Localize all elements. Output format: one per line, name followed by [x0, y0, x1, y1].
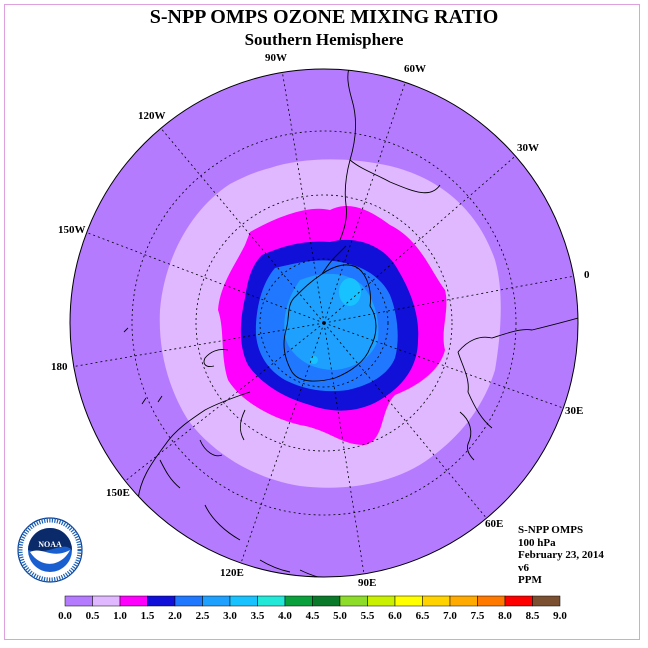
- colorbar-swatch: [477, 595, 506, 607]
- colorbar-swatch: [92, 595, 121, 607]
- colorbar-swatch: [504, 595, 533, 607]
- info-block: S-NPP OMPS 100 hPa February 23, 2014 v6 …: [518, 524, 604, 587]
- colorbar-swatch: [119, 595, 148, 607]
- map-outline: [69, 68, 579, 578]
- colorbar-tick-label: 6.5: [416, 610, 430, 622]
- colorbar-tick-label: 1.0: [113, 610, 127, 622]
- contour-3.0-3.5-spot: [339, 278, 361, 306]
- colorbar-swatch: [422, 595, 451, 607]
- colorbar-swatch: [449, 595, 478, 607]
- colorbar-swatch: [257, 595, 286, 607]
- colorbar-swatch: [367, 595, 396, 607]
- lon-label-150w: 150W: [58, 224, 86, 236]
- info-units: PPM: [518, 574, 542, 586]
- colorbar-tick-label: 4.0: [278, 610, 292, 622]
- colorbar-tick-label: 3.5: [251, 610, 265, 622]
- page-title: S-NPP OMPS OZONE MIXING RATIO: [149, 6, 499, 28]
- lon-label-150e: 150E: [106, 487, 130, 499]
- contour-3.0-3.5-spot-small: [310, 356, 318, 364]
- colorbar-swatch: [229, 595, 258, 607]
- colorbar-swatch: [339, 595, 368, 607]
- noaa-logo: NOAA: [17, 517, 83, 583]
- colorbar: 0.0 0.5 1.0 1.5 2.0 2.5 3.0 3.5 4.0 4.5 5.0 5.5 6.0 6…: [58, 595, 567, 622]
- lon-label-120w: 120W: [138, 110, 166, 122]
- colorbar-tick-label: 8.0: [498, 610, 512, 622]
- colorbar-tick-label: 4.5: [306, 610, 320, 622]
- colorbar-swatch: [312, 595, 341, 607]
- lon-label-30w: 30W: [517, 142, 539, 154]
- colorbar-tick-label: 0.5: [86, 610, 100, 622]
- colorbar-tick-label: 7.0: [443, 610, 457, 622]
- coastlines: [123, 69, 578, 577]
- page-subtitle: Southern Hemisphere: [244, 30, 404, 49]
- noaa-logo-ring: [17, 517, 83, 583]
- colorbar-tick-label: 2.5: [196, 610, 210, 622]
- lon-label-90w: 90W: [265, 52, 287, 64]
- plot-frame: [4, 4, 640, 640]
- colorbar-tick-label: 8.5: [526, 610, 540, 622]
- lon-label-0: 0: [584, 269, 590, 281]
- info-level: 100 hPa: [518, 536, 556, 549]
- colorbar-tick-label: 9.0: [553, 610, 567, 622]
- colorbar-swatch: [284, 595, 313, 607]
- colorbar-swatch: [174, 595, 203, 607]
- noaa-logo-bird: [30, 550, 70, 564]
- colorbar-tick-label: 0.0: [58, 610, 72, 622]
- colorbar-swatch: [147, 595, 176, 607]
- colorbar-tick-label: 6.0: [388, 610, 402, 622]
- colorbar-tick-label: 1.5: [141, 610, 155, 622]
- contour-2.5-3.0: [284, 273, 379, 370]
- noaa-logo-top: [28, 528, 72, 552]
- lon-label-30e: 30E: [565, 405, 583, 417]
- graticule: [70, 69, 576, 575]
- lon-label-120e: 120E: [220, 567, 244, 579]
- info-date: February 23, 2014: [518, 549, 604, 561]
- info-version: v6: [518, 561, 529, 574]
- noaa-logo-text: NOAA: [38, 540, 62, 549]
- colorbar-tick-label: 7.5: [471, 610, 485, 622]
- info-instrument: S-NPP OMPS: [518, 524, 584, 536]
- colorbar-swatch: [64, 595, 93, 607]
- lon-label-180: 180: [51, 361, 68, 373]
- longitude-labels: 90W 60W 30W 0 30E 60E 90E 120E 150E 180 …: [51, 52, 590, 589]
- colorbar-tick-label: 2.0: [168, 610, 182, 622]
- colorbar-tick-label: 5.5: [361, 610, 375, 622]
- lon-label-90e: 90E: [358, 577, 376, 589]
- colorbar-swatch: [532, 595, 561, 607]
- colorbar-tick-label: 5.0: [333, 610, 347, 622]
- colorbar-swatch: [394, 595, 423, 607]
- lon-label-60e: 60E: [485, 518, 503, 530]
- colorbar-swatch: [202, 595, 231, 607]
- lon-label-60w: 60W: [404, 63, 426, 75]
- colorbar-tick-label: 3.0: [223, 610, 237, 622]
